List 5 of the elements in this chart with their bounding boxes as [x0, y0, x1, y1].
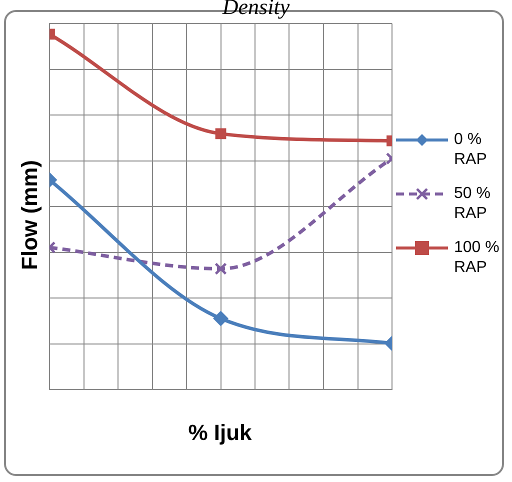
y-axis-title: Flow (mm)	[17, 160, 43, 270]
legend-label: 100 % RAP	[454, 238, 500, 278]
x-axis-title: % Ijuk	[187, 420, 253, 446]
legend-label: 50 % RAP	[454, 184, 492, 224]
legend-label: 0 % RAP	[454, 130, 488, 170]
